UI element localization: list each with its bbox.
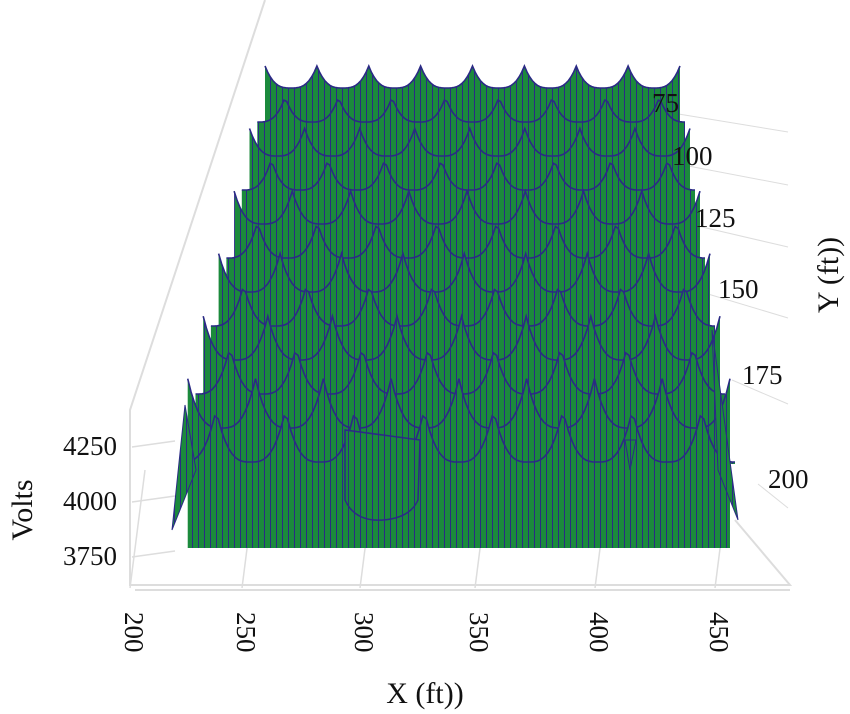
- z-grid-line: [131, 495, 176, 503]
- y-tick-label: 100: [672, 141, 713, 171]
- x-tick-label: 300: [349, 612, 379, 653]
- x-tick-label: 250: [231, 612, 261, 653]
- y-grid-line: [731, 379, 789, 405]
- x-tick-label: 350: [464, 612, 494, 653]
- y-tick-label: 175: [742, 360, 783, 390]
- mesh-line: [186, 378, 731, 429]
- z-tick-label: 3750: [63, 541, 117, 571]
- x-axis-label: X (ft)): [386, 677, 463, 710]
- y-tick-label: 150: [718, 274, 759, 304]
- mesh-line: [248, 126, 691, 157]
- x-tick-label: 450: [704, 612, 734, 653]
- mesh-line: [180, 414, 736, 463]
- x-grid-line: [129, 469, 146, 589]
- z-tick-label: 4250: [63, 431, 117, 461]
- y-axis-label: Y (ft)): [812, 237, 845, 313]
- surface-spike: [624, 439, 637, 471]
- z-grid-line: [131, 550, 176, 558]
- z-grid-line: [131, 440, 176, 448]
- mesh-line: [202, 313, 721, 361]
- mesh-line: [217, 250, 711, 293]
- z-axis-label: Volts: [6, 479, 39, 540]
- surface-dip: [344, 429, 421, 521]
- y-grid-line: [684, 222, 789, 248]
- mesh-line: [233, 188, 701, 225]
- y-grid-line: [707, 293, 789, 319]
- z-tick-label: 4000: [63, 486, 117, 516]
- y-tick-label: 125: [695, 203, 736, 233]
- x-tick-label: 200: [119, 612, 149, 653]
- mesh-line: [241, 162, 696, 191]
- y-grid-line: [757, 483, 789, 509]
- tick-labels: 200 250 300 350 400 450 4250 4000 3750 75 100 125 15…: [63, 88, 809, 653]
- mesh-line: [257, 98, 686, 123]
- surface-right-edge: [711, 329, 739, 521]
- surface: [171, 63, 739, 548]
- y-tick-label: 75: [652, 88, 679, 118]
- y-tick-label: 200: [768, 464, 809, 494]
- x-tick-label: 400: [584, 612, 614, 653]
- mesh-line: [264, 63, 681, 89]
- surface-left-edge: [171, 404, 197, 531]
